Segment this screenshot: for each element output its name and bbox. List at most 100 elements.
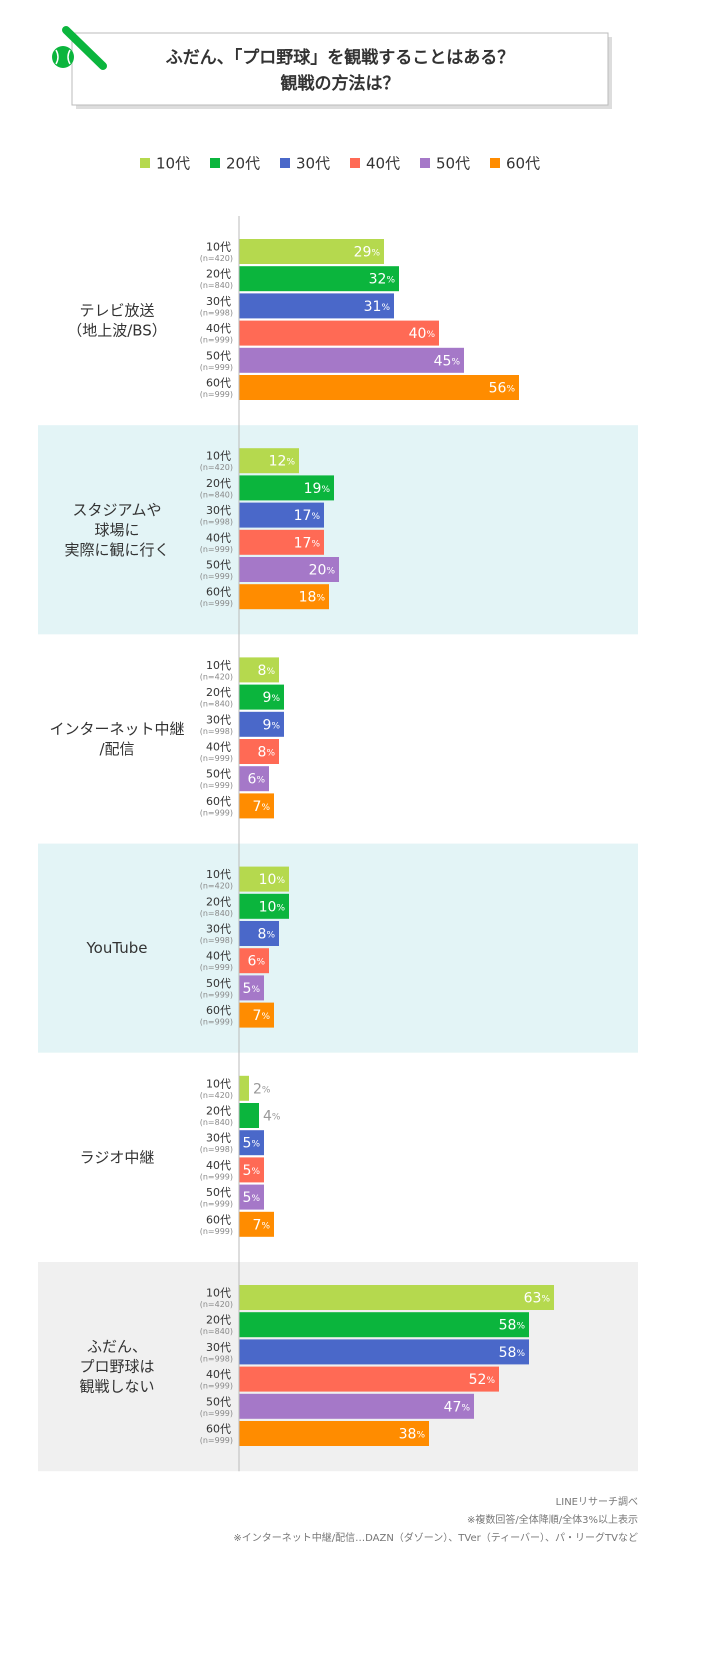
- age-label: 30代: [206, 1132, 231, 1145]
- bar: [239, 657, 279, 683]
- value-label: 38%: [399, 1427, 426, 1443]
- bar: [239, 557, 339, 582]
- n-label: (n=999): [200, 1409, 233, 1418]
- n-label: (n=998): [200, 1354, 233, 1363]
- note: ※インターネット中継/配信…DAZN（ダゾーン）、TVer（ティーバー）、パ・リ…: [233, 1531, 638, 1544]
- value-label: 45%: [434, 353, 461, 369]
- value-label: 8%: [258, 745, 276, 761]
- bar: [239, 1312, 529, 1338]
- value-label: 18%: [299, 590, 326, 606]
- value-label: 10%: [259, 899, 286, 915]
- bar: [239, 948, 269, 974]
- age-label: 50代: [206, 1395, 231, 1408]
- n-label: (n=420): [200, 254, 233, 263]
- baseball-icon: [52, 26, 107, 70]
- value-label: 2%: [253, 1081, 271, 1097]
- bar: [239, 347, 464, 373]
- bar: [239, 866, 289, 892]
- age-label: 10代: [206, 241, 231, 254]
- n-label: (n=999): [200, 572, 233, 581]
- category-label: インターネット中継/配信: [49, 720, 184, 758]
- chart-title: ふだん、「プロ野球」を観戦することはある？観戦の方法は？: [166, 47, 515, 94]
- age-label: 30代: [206, 713, 231, 726]
- age-label: 60代: [206, 377, 231, 390]
- bar: [239, 320, 439, 346]
- category-label: YouTube: [86, 939, 148, 957]
- value-label: 20%: [309, 563, 336, 579]
- age-label: 20代: [206, 895, 231, 908]
- value-label: 9%: [263, 690, 281, 706]
- legend-label: 10代: [156, 155, 190, 173]
- value-label: 63%: [524, 1291, 551, 1307]
- n-label: (n=420): [200, 463, 233, 472]
- age-label: 50代: [206, 768, 231, 781]
- bar: [239, 711, 284, 737]
- n-label: (n=999): [200, 336, 233, 345]
- age-label: 40代: [206, 531, 231, 544]
- bar: [239, 266, 399, 292]
- value-label: 12%: [269, 454, 296, 470]
- bar: [239, 1339, 529, 1365]
- value-label: 40%: [409, 326, 436, 342]
- n-label: (n=420): [200, 1300, 233, 1309]
- note: ※複数回答/全体降順/全体3%以上表示: [467, 1513, 638, 1526]
- n-label: (n=999): [200, 545, 233, 554]
- age-label: 60代: [206, 795, 231, 808]
- age-label: 40代: [206, 1368, 231, 1381]
- bar: [239, 375, 519, 400]
- note: LINEリサーチ調べ: [556, 1495, 638, 1508]
- age-label: 10代: [206, 450, 231, 463]
- age-label: 60代: [206, 586, 231, 599]
- legend-swatch: [140, 158, 150, 168]
- bar: [239, 293, 394, 319]
- value-label: 52%: [469, 1372, 496, 1388]
- age-label: 20代: [206, 1314, 231, 1327]
- age-label: 50代: [206, 1186, 231, 1199]
- n-label: (n=999): [200, 1018, 233, 1027]
- value-label: 6%: [248, 772, 266, 788]
- legend-label: 50代: [436, 155, 470, 173]
- age-label: 60代: [206, 1004, 231, 1017]
- n-label: (n=998): [200, 1145, 233, 1154]
- category-label: テレビ放送（地上波/BS）: [67, 301, 167, 339]
- age-label: 30代: [206, 1341, 231, 1354]
- legend-label: 60代: [506, 155, 540, 173]
- age-label: 10代: [206, 1077, 231, 1090]
- n-label: (n=840): [200, 490, 233, 499]
- n-label: (n=840): [200, 1118, 233, 1127]
- n-label: (n=840): [200, 909, 233, 918]
- age-label: 20代: [206, 1105, 231, 1118]
- category-label: ふだん、プロ野球は観戦しない: [79, 1337, 154, 1395]
- bar: [239, 448, 299, 474]
- bar: [239, 529, 324, 555]
- age-label: 30代: [206, 295, 231, 308]
- value-label: 5%: [243, 1163, 261, 1179]
- age-label: 10代: [206, 868, 231, 881]
- bar: [239, 975, 264, 1001]
- group-background: [38, 843, 638, 1053]
- group-background: [38, 1052, 638, 1262]
- value-label: 17%: [294, 535, 321, 551]
- n-label: (n=998): [200, 308, 233, 317]
- bar: [239, 475, 334, 501]
- bar: [239, 1075, 249, 1101]
- age-label: 40代: [206, 322, 231, 335]
- n-label: (n=999): [200, 1227, 233, 1236]
- age-label: 20代: [206, 686, 231, 699]
- value-label: 31%: [364, 299, 391, 315]
- n-label: (n=840): [200, 1327, 233, 1336]
- n-label: (n=420): [200, 882, 233, 891]
- age-label: 50代: [206, 977, 231, 990]
- n-label: (n=999): [200, 781, 233, 790]
- bar: [239, 1366, 499, 1392]
- age-label: 40代: [206, 950, 231, 963]
- n-label: (n=999): [200, 1436, 233, 1445]
- title-box: [71, 32, 609, 106]
- n-label: (n=998): [200, 727, 233, 736]
- bar: [239, 1421, 429, 1446]
- bar: [239, 239, 384, 264]
- value-label: 5%: [243, 1190, 261, 1206]
- age-label: 20代: [206, 268, 231, 281]
- age-label: 20代: [206, 477, 231, 490]
- bar: [239, 1103, 259, 1128]
